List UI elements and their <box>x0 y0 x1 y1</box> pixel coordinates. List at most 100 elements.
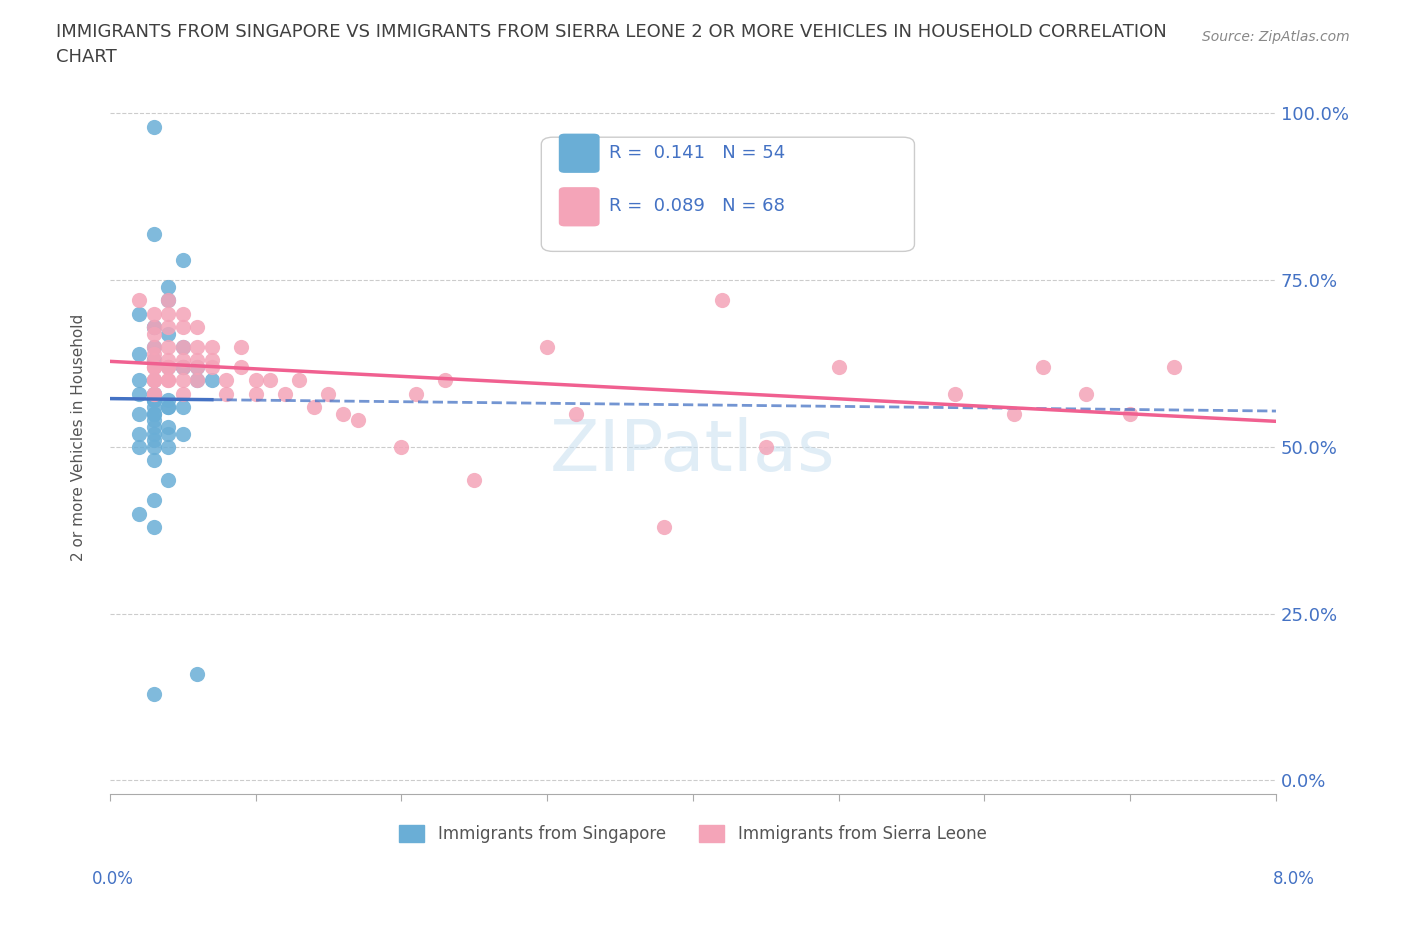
Point <box>142 520 165 535</box>
Point <box>142 386 165 401</box>
Point <box>186 339 208 354</box>
Point <box>172 426 194 441</box>
Point <box>157 279 180 294</box>
Point <box>157 472 180 487</box>
Point <box>157 352 180 367</box>
Point <box>128 406 150 421</box>
FancyBboxPatch shape <box>558 134 599 173</box>
Point <box>215 373 238 388</box>
Point <box>142 392 165 407</box>
Point <box>142 419 165 434</box>
Text: CHART: CHART <box>56 48 117 66</box>
Point <box>172 360 194 375</box>
Point <box>157 392 180 407</box>
Point <box>186 360 208 375</box>
Point <box>142 352 165 367</box>
Point <box>332 406 354 421</box>
Point <box>172 360 194 375</box>
Text: R =  0.141   N = 54: R = 0.141 N = 54 <box>609 144 785 162</box>
Point <box>288 373 311 388</box>
Point <box>565 406 588 421</box>
Point <box>1032 360 1054 375</box>
Point <box>142 386 165 401</box>
Point <box>1119 406 1142 421</box>
Point <box>142 119 165 134</box>
FancyBboxPatch shape <box>558 187 599 226</box>
Point <box>943 386 966 401</box>
Point <box>157 400 180 415</box>
Point <box>128 346 150 361</box>
Point <box>1163 360 1185 375</box>
Point <box>157 440 180 455</box>
Point <box>157 360 180 375</box>
Point <box>302 400 325 415</box>
Point <box>142 493 165 508</box>
Y-axis label: 2 or more Vehicles in Household: 2 or more Vehicles in Household <box>72 313 86 561</box>
Point <box>172 319 194 334</box>
Point <box>142 392 165 407</box>
Point <box>201 352 224 367</box>
Point <box>142 319 165 334</box>
Point <box>157 339 180 354</box>
Point <box>536 339 558 354</box>
Point <box>142 226 165 241</box>
Point <box>827 360 849 375</box>
Point <box>142 373 165 388</box>
Point <box>157 293 180 308</box>
Point <box>142 686 165 701</box>
Point <box>463 472 485 487</box>
Point <box>1002 406 1025 421</box>
Point <box>389 440 412 455</box>
Point <box>128 373 150 388</box>
Point <box>229 339 252 354</box>
Point <box>652 520 675 535</box>
Point <box>201 373 224 388</box>
Point <box>186 666 208 681</box>
Point <box>274 386 297 401</box>
Point <box>157 426 180 441</box>
Point <box>142 319 165 334</box>
Point <box>186 352 208 367</box>
Point <box>142 406 165 421</box>
Point <box>172 352 194 367</box>
Point <box>172 339 194 354</box>
Point <box>142 406 165 421</box>
Point <box>157 306 180 321</box>
Point <box>142 306 165 321</box>
Point <box>172 386 194 401</box>
Point <box>157 293 180 308</box>
Point <box>128 440 150 455</box>
Point <box>142 386 165 401</box>
Text: IMMIGRANTS FROM SINGAPORE VS IMMIGRANTS FROM SIERRA LEONE 2 OR MORE VEHICLES IN : IMMIGRANTS FROM SINGAPORE VS IMMIGRANTS … <box>56 23 1167 41</box>
Point <box>142 360 165 375</box>
Point <box>157 319 180 334</box>
Point <box>142 373 165 388</box>
Point <box>245 373 267 388</box>
Point <box>142 360 165 375</box>
Point <box>157 400 180 415</box>
Point <box>259 373 281 388</box>
Point <box>711 293 734 308</box>
Text: 8.0%: 8.0% <box>1272 870 1315 888</box>
Point <box>128 506 150 521</box>
Point <box>172 400 194 415</box>
Point <box>142 373 165 388</box>
Point <box>142 453 165 468</box>
Point <box>142 346 165 361</box>
Legend: Immigrants from Singapore, Immigrants from Sierra Leone: Immigrants from Singapore, Immigrants fr… <box>392 818 993 850</box>
Point <box>142 386 165 401</box>
Point <box>157 419 180 434</box>
Text: Source: ZipAtlas.com: Source: ZipAtlas.com <box>1202 30 1350 44</box>
Point <box>215 386 238 401</box>
Point <box>346 413 368 428</box>
Point <box>142 339 165 354</box>
Point <box>229 360 252 375</box>
Point <box>245 386 267 401</box>
Point <box>186 360 208 375</box>
Text: R =  0.089   N = 68: R = 0.089 N = 68 <box>609 197 785 216</box>
Point <box>142 392 165 407</box>
Point <box>172 339 194 354</box>
Point <box>157 373 180 388</box>
Point <box>755 440 778 455</box>
Point <box>157 326 180 341</box>
